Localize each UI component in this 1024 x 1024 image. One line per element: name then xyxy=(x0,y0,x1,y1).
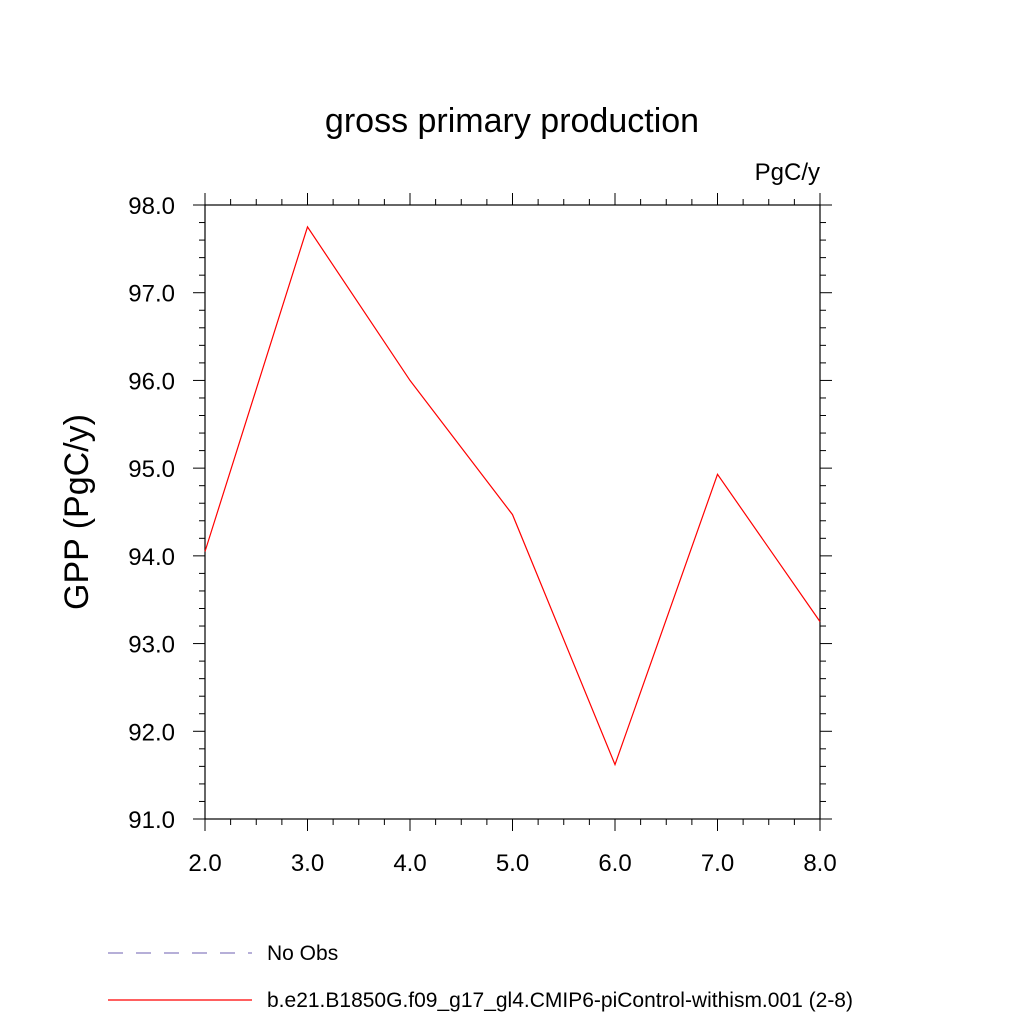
legend-label-0: No Obs xyxy=(267,942,338,965)
y-tick-label: 94.0 xyxy=(128,544,175,571)
tick-labels: 2.0 3.0 4.0 5.0 6.0 7.0 8.0 91.0 92.0 93.0 94.0 95.… xyxy=(128,193,836,877)
y-tick-label: 96.0 xyxy=(128,368,175,395)
x-tick-label: 5.0 xyxy=(496,850,529,877)
units-label: PgC/y xyxy=(755,159,820,186)
x-tick-label: 2.0 xyxy=(188,850,221,877)
x-tick-label: 4.0 xyxy=(393,850,426,877)
y-tick-label: 95.0 xyxy=(128,456,175,483)
y-tick-label: 98.0 xyxy=(128,193,175,220)
x-tick-label: 6.0 xyxy=(598,850,631,877)
y-axis-label: GPP (PgC/y) xyxy=(58,414,96,610)
series-layer xyxy=(204,225,821,767)
legend-label-1: b.e21.B1850G.f09_g17_gl4.CMIP6-piControl… xyxy=(267,989,853,1012)
y-tick-label: 93.0 xyxy=(128,632,175,659)
x-tick-label: 3.0 xyxy=(291,850,324,877)
axis-ticks xyxy=(193,193,832,831)
x-tick-label: 8.0 xyxy=(803,850,836,877)
y-tick-label: 92.0 xyxy=(128,719,175,746)
y-tick-label: 97.0 xyxy=(128,281,175,308)
x-tick-label: 7.0 xyxy=(701,850,734,877)
y-tick-label: 91.0 xyxy=(128,807,175,834)
legend: No Obs b.e21.B1850G.f09_g17_gl4.CMIP6-piC… xyxy=(108,942,853,1012)
chart-title: gross primary production xyxy=(325,102,699,140)
series-line-0 xyxy=(204,225,821,767)
plot-frame xyxy=(204,204,821,820)
